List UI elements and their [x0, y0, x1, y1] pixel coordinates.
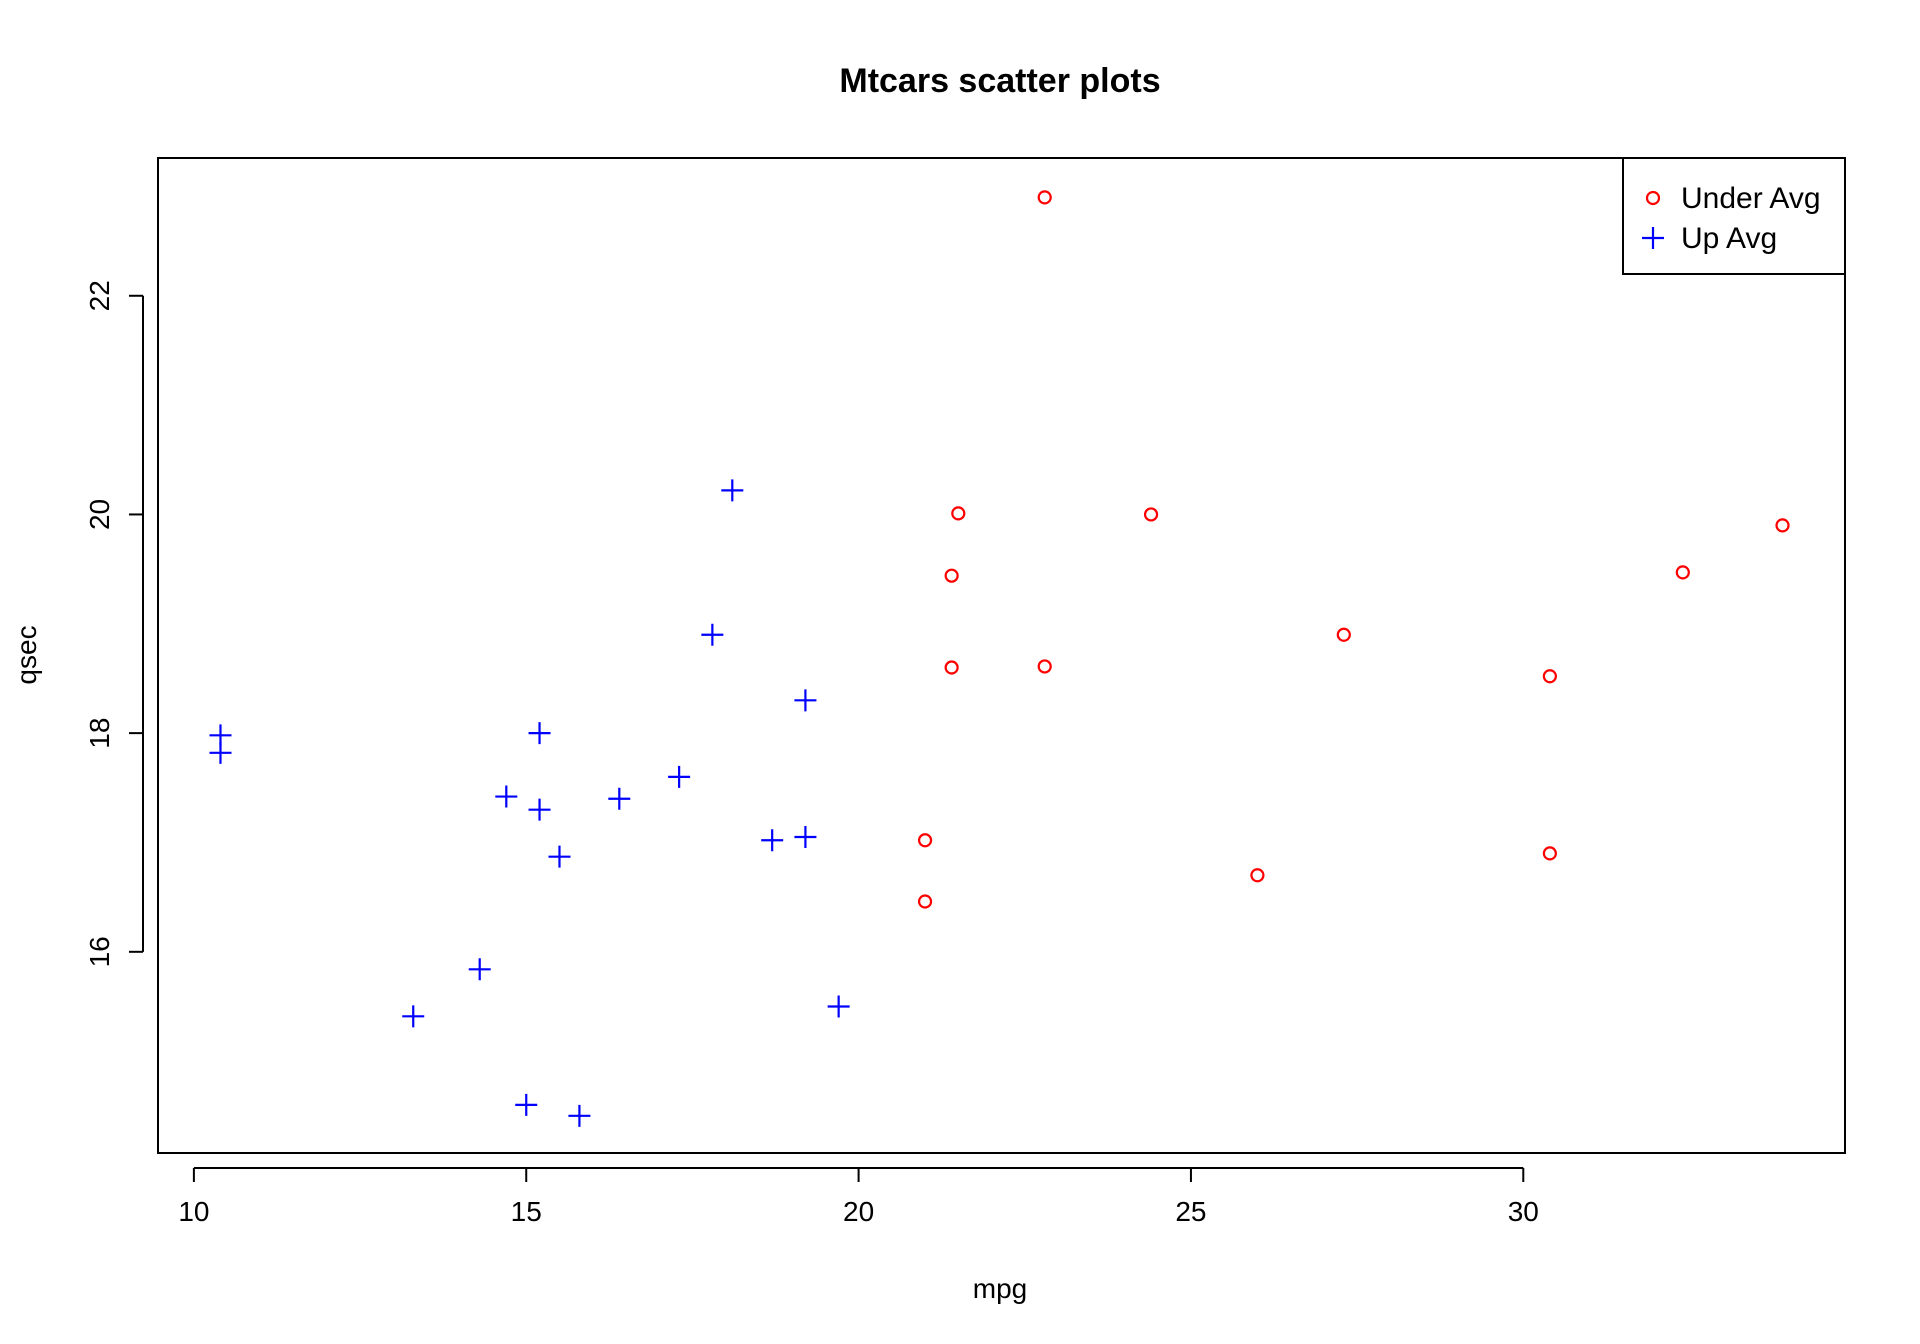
x-tick-label: 10	[178, 1196, 209, 1227]
x-axis-label: mpg	[973, 1273, 1027, 1304]
point-under-avg	[1542, 846, 1557, 861]
point-under-avg	[1336, 627, 1351, 642]
point-up-avg	[528, 798, 551, 821]
legend-box	[1622, 157, 1846, 275]
x-tick-label: 20	[843, 1196, 874, 1227]
y-axis-label: qsec	[11, 625, 42, 684]
point-up-avg	[515, 1093, 538, 1116]
point-up-avg	[468, 958, 491, 981]
point-under-avg	[1675, 565, 1690, 580]
y-tick-label: 16	[84, 936, 115, 967]
point-under-avg	[951, 506, 966, 521]
x-tick-label: 15	[511, 1196, 542, 1227]
point-up-avg	[209, 741, 232, 764]
point-under-avg	[1250, 868, 1265, 883]
point-under-avg	[1775, 518, 1790, 533]
point-under-avg	[944, 660, 959, 675]
point-up-avg	[495, 785, 518, 808]
chart-title: Mtcars scatter plots	[839, 62, 1160, 100]
legend-label: Under Avg	[1681, 182, 1821, 215]
y-tick-label: 22	[84, 280, 115, 311]
y-axis: 16 18 20 22	[84, 280, 144, 967]
y-tick-label: 18	[84, 718, 115, 749]
data-points	[209, 190, 1790, 1127]
point-up-avg	[608, 787, 631, 810]
point-up-avg	[701, 623, 724, 646]
legend-marker	[1642, 227, 1664, 249]
point-up-avg	[668, 765, 691, 788]
point-under-avg	[917, 833, 933, 848]
point-up-avg	[721, 479, 744, 502]
point-under-avg	[1037, 190, 1052, 205]
point-up-avg	[402, 1005, 425, 1028]
point-under-avg	[917, 894, 933, 909]
y-tick-label: 20	[84, 499, 115, 530]
point-under-avg	[1542, 669, 1557, 684]
point-up-avg	[794, 689, 817, 712]
legend-label: Up Avg	[1681, 222, 1777, 255]
point-under-avg	[1143, 507, 1159, 522]
x-axis: 10 15 20 25 30	[178, 1167, 1539, 1227]
point-up-avg	[827, 995, 850, 1018]
legend-marker	[1645, 190, 1661, 206]
legend: Under Avg Up Avg	[1622, 157, 1846, 275]
point-up-avg	[794, 826, 817, 849]
x-tick-label: 30	[1508, 1196, 1539, 1227]
point-under-avg	[944, 568, 959, 583]
point-up-avg	[548, 845, 571, 868]
point-up-avg	[761, 829, 784, 852]
point-up-avg	[568, 1104, 591, 1127]
point-up-avg	[528, 722, 551, 745]
x-tick-label: 25	[1175, 1196, 1206, 1227]
point-under-avg	[1037, 659, 1052, 674]
plot-area-frame	[157, 157, 1846, 1154]
